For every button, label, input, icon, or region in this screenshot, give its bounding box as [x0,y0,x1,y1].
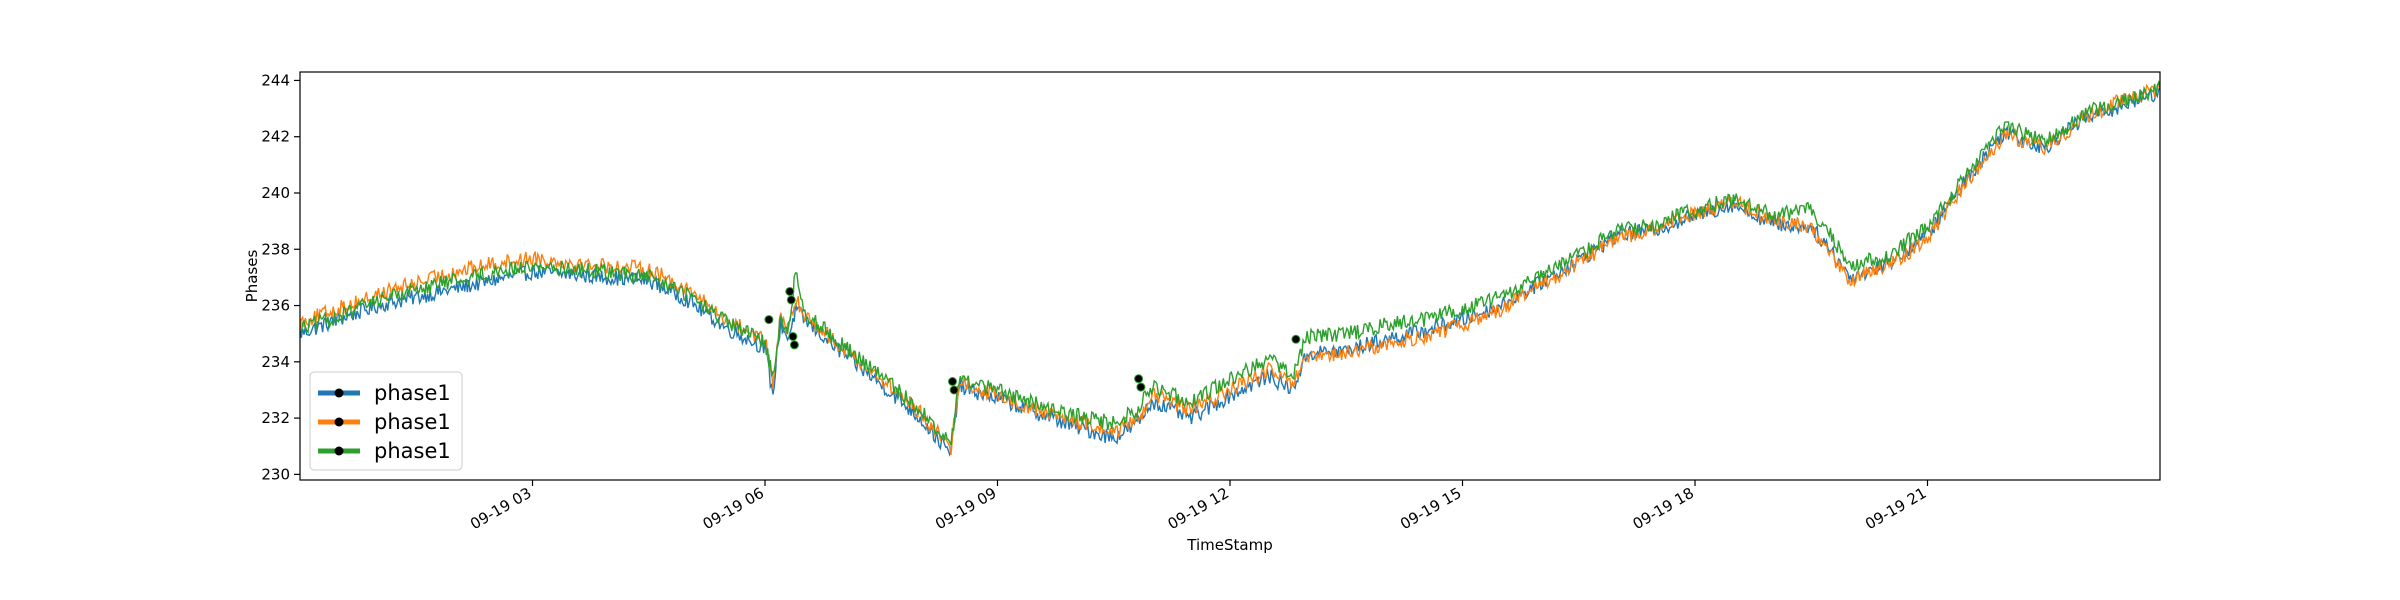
data-marker-8 [1134,374,1144,384]
data-marker-7 [949,385,959,395]
data-marker-1 [764,315,774,325]
y-tick-label: 244 [261,71,290,89]
series-line-2 [299,82,2161,455]
legend-label: phase1 [374,439,451,463]
x-tick-label: 09-19 03 [467,484,534,533]
data-marker-2 [785,287,795,296]
y-tick-label: 242 [261,128,290,146]
legend-items: phase1 phase1 phase1 [318,381,451,463]
y-axis-title: Phases [243,250,261,303]
data-marker-10 [1291,334,1301,344]
x-tick-label: 09-19 09 [932,484,999,533]
legend-label: phase1 [374,410,451,434]
data-marker-3 [786,295,796,305]
data-marker-5 [789,340,799,350]
x-axis-title: TimeStamp [1186,536,1272,554]
legend-swatch-marker [334,388,344,398]
y-tick-label: 230 [261,465,290,483]
y-tick-label: 238 [261,240,290,258]
legend-swatch-marker [334,417,344,427]
series-layer [299,79,2161,457]
plot-frame [299,71,2161,481]
y-tick-label: 240 [261,184,290,202]
x-tick-label: 09-19 18 [1630,484,1697,533]
y-tick-label: 236 [261,297,290,315]
x-tick-label: 09-19 06 [700,484,767,533]
series-line-3 [299,79,2161,446]
legend-swatch-marker [334,446,344,456]
data-marker-9 [1136,382,1146,392]
legend: phase1 phase1 phase1 [309,371,463,471]
x-axis: 09-19 03 09-19 06 09-19 09 09-19 12 09-19 15… [467,480,1930,533]
y-tick-label: 234 [261,353,290,371]
x-tick-label: 09-19 21 [1862,484,1929,533]
data-marker-6 [948,377,957,386]
data-marker-4 [788,332,798,341]
legend-box [309,371,463,471]
marker-layer [764,287,1301,395]
x-tick-label: 09-19 15 [1397,484,1464,533]
x-tick-label: 09-19 12 [1165,484,1232,533]
y-axis: 230 232 234 236 238 240 242 244 [261,71,300,483]
y-tick-label: 232 [261,409,290,427]
legend-label: phase1 [374,381,451,405]
